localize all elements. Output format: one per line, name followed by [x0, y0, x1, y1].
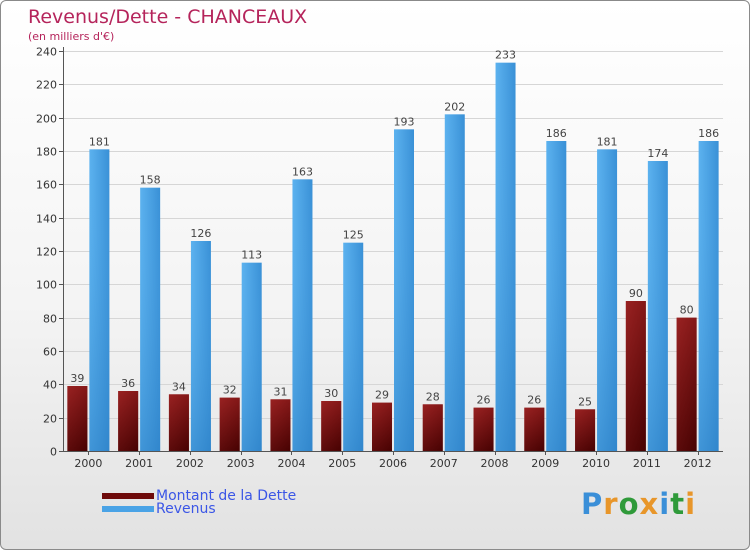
y-tick-label: 240: [36, 46, 57, 59]
x-tick-label: 2004: [277, 457, 305, 470]
x-tick-label: 2010: [582, 457, 610, 470]
data-label: 36: [121, 377, 135, 390]
bar-debt-shade: [118, 391, 139, 451]
bar-debt-shade: [67, 386, 88, 451]
bar-revenue-shade: [597, 149, 618, 452]
logo-text: Proxiti: [581, 487, 696, 521]
data-label: 26: [527, 394, 541, 407]
bar-debt-shade: [473, 407, 494, 451]
legend-label-revenue: Revenus: [156, 501, 216, 517]
data-label: 181: [89, 135, 110, 148]
y-tick-label: 100: [36, 279, 57, 292]
y-tick-label: 60: [43, 346, 57, 359]
x-tick-label: 2012: [684, 457, 712, 470]
bar-debt-shade: [168, 394, 189, 451]
logo-letter: x: [639, 487, 660, 521]
legend-swatch-debt: [102, 493, 154, 499]
data-label: 90: [629, 287, 643, 300]
legend-label-debt: Montant de la Dette: [156, 488, 297, 504]
bar-revenue-shade: [444, 114, 465, 451]
data-label: 186: [546, 127, 567, 140]
y-tick-label: 180: [36, 146, 57, 159]
x-tick-label: 2008: [481, 457, 509, 470]
data-label: 31: [273, 385, 287, 398]
bar-revenue-shade: [647, 161, 668, 451]
bar-revenue-shade: [394, 129, 414, 452]
y-tick-label: 200: [36, 113, 57, 126]
data-label: 186: [698, 127, 719, 140]
data-label: 39: [70, 372, 84, 385]
data-label: 28: [426, 390, 440, 403]
bar-revenue-shade: [89, 149, 110, 452]
x-tick-label: 2001: [125, 457, 153, 470]
bar-revenue-shade: [190, 241, 211, 451]
chart-title: Revenus/Dette - CHANCEAUX: [28, 6, 308, 28]
data-label: 158: [140, 174, 161, 187]
bar-debt-shade: [676, 317, 697, 451]
value-labels: 39 181 36 158 34 126 32 113 31 163 30 125 29 193 28 202…: [70, 49, 719, 409]
bar-debt-shade: [372, 402, 392, 451]
y-tick-label: 120: [36, 246, 57, 259]
logo-letter: P: [581, 487, 604, 521]
data-label: 26: [477, 394, 491, 407]
data-label: 181: [597, 135, 618, 148]
logo-letter: o: [618, 487, 640, 521]
data-label: 163: [292, 165, 313, 178]
bar-debt-shade: [219, 397, 240, 451]
y-tick-label: 0: [50, 446, 57, 459]
y-tick-label: 80: [43, 313, 57, 326]
proxiti-logo: Proxiti: [581, 487, 696, 521]
logo-letter: r: [603, 487, 619, 521]
data-label: 32: [223, 384, 237, 397]
data-label: 30: [324, 387, 338, 400]
x-tick-label: 2005: [328, 457, 356, 470]
bar-revenue-shade: [241, 262, 262, 451]
data-label: 80: [680, 304, 694, 317]
logo-letter: i: [685, 487, 697, 521]
data-label: 193: [394, 115, 415, 128]
bar-debt-shade: [321, 401, 342, 451]
bar-revenue-shade: [343, 242, 364, 451]
chart-subtitle: (en milliers d'€): [28, 30, 115, 43]
data-label: 126: [190, 227, 211, 240]
x-tick-label: 2002: [176, 457, 204, 470]
bar-debt-shade: [575, 409, 596, 451]
data-label: 202: [444, 100, 465, 113]
x-tick-label: 2009: [531, 457, 559, 470]
x-tick-label: 2000: [74, 457, 102, 470]
y-tick-label: 20: [43, 413, 57, 426]
logo-letter: t: [670, 487, 686, 521]
bar-revenue-shade: [292, 179, 313, 452]
data-label: 233: [495, 49, 516, 62]
bar-revenue-shade: [546, 141, 567, 451]
bar-debt-shade: [625, 301, 646, 451]
data-label: 174: [647, 147, 668, 160]
x-tick-label: 2003: [227, 457, 255, 470]
bar-revenue-shade: [698, 141, 719, 451]
axes: 0 20 40 60 80 100 120 140 160 180 200 220 240 2000 200…: [36, 46, 723, 470]
bar-debt-shade: [270, 399, 291, 451]
data-label: 29: [375, 389, 389, 402]
bar-debt-shade: [422, 404, 443, 451]
x-tick-label: 2006: [379, 457, 407, 470]
bar-revenue-shade: [495, 62, 516, 452]
x-tick-label: 2007: [430, 457, 458, 470]
bars: [67, 62, 719, 452]
legend-swatch-revenue: [102, 506, 154, 512]
y-tick-label: 160: [36, 179, 57, 192]
x-tick-label: 2011: [633, 457, 661, 470]
bar-revenue-shade: [140, 187, 161, 451]
grid-lines: [63, 51, 723, 419]
y-tick-label: 220: [36, 79, 57, 92]
y-tick-label: 40: [43, 379, 57, 392]
data-label: 25: [578, 395, 592, 408]
y-tick-label: 140: [36, 213, 57, 226]
data-label: 113: [241, 249, 262, 262]
bar-debt-shade: [524, 407, 545, 451]
data-label: 34: [172, 380, 186, 393]
data-label: 125: [343, 229, 364, 242]
logo-letter: i: [659, 487, 671, 521]
